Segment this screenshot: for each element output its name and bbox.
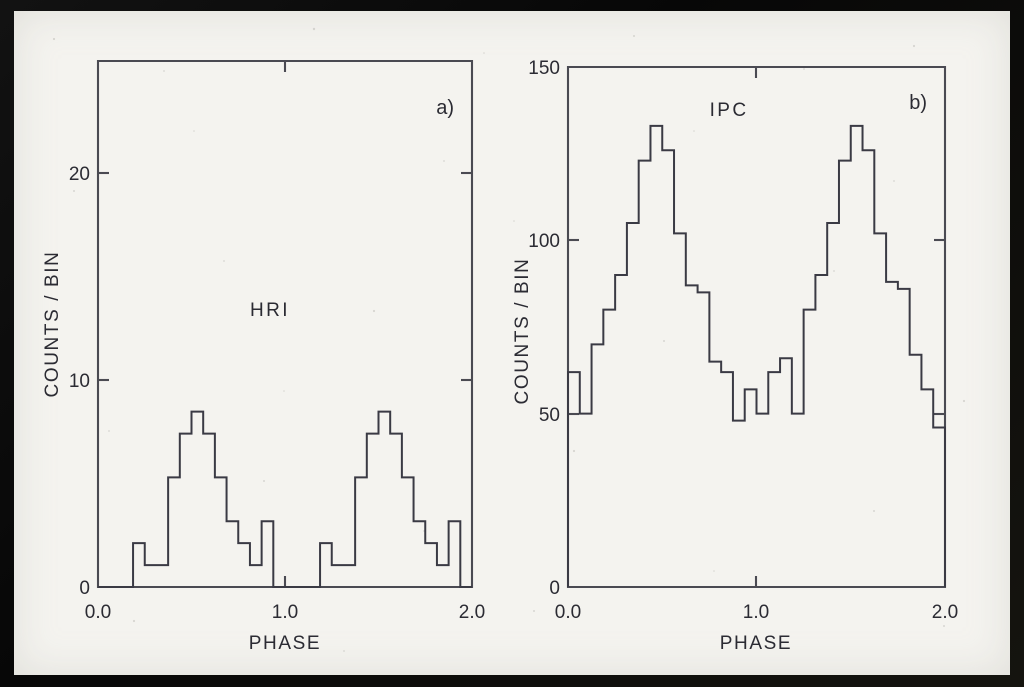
hri-plot-frame (96, 59, 474, 589)
hri-xtick-label-1: 1.0 (272, 602, 298, 623)
hri-panel-label: a) (436, 97, 454, 119)
hri-xtick-label-0: 0.0 (85, 602, 111, 623)
hri-ytick-label-20: 20 (69, 164, 90, 185)
hri-xaxis-title: PHASE (249, 633, 321, 654)
ipc-xtick-label-2: 2.0 (932, 602, 958, 623)
ipc-ytick-label-0: 0 (549, 578, 560, 599)
ipc-panel-label: b) (909, 92, 927, 114)
ipc-ytick-label-50: 50 (539, 405, 560, 426)
ipc-ytick-label-150: 150 (528, 58, 560, 79)
ipc-xtick-label-0: 0.0 (555, 602, 581, 623)
ipc-series-label: IPC (710, 100, 749, 121)
photo-paper: 20 10 0 0.0 1.0 2.0 PHASE COUNTS / BIN H… (14, 11, 1010, 675)
hri-xtick-label-2: 2.0 (459, 602, 485, 623)
ipc-xtick-label-1: 1.0 (743, 602, 769, 623)
hri-series-label: HRI (250, 300, 290, 321)
ipc-plot-frame (566, 65, 947, 589)
hri-ytick-label-10: 10 (69, 371, 90, 392)
hri-ytick-label-0: 0 (79, 578, 90, 599)
hri-axes (96, 59, 474, 589)
ipc-histogram-trace (567, 124, 946, 587)
panel-hri: 20 10 0 0.0 1.0 2.0 PHASE COUNTS / BIN H… (14, 11, 514, 675)
hri-histogram-trace (98, 410, 472, 588)
ipc-axes (566, 65, 947, 589)
panel-ipc: 150 100 50 0 0.0 1.0 2.0 PHASE COUNTS / … (484, 11, 1010, 675)
ipc-ytick-label-100: 100 (528, 231, 560, 252)
ipc-xaxis-title: PHASE (720, 633, 792, 654)
ipc-yaxis-title: COUNTS / BIN (512, 258, 533, 405)
hri-yaxis-title: COUNTS / BIN (42, 251, 63, 398)
